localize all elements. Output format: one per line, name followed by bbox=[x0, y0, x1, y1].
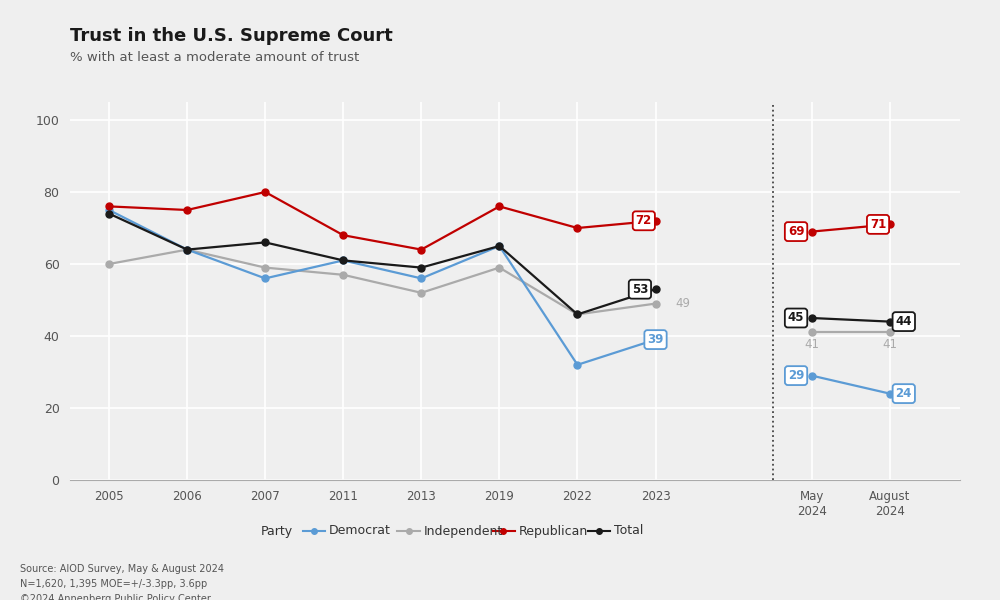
Text: % with at least a moderate amount of trust: % with at least a moderate amount of tru… bbox=[70, 51, 359, 64]
Text: 69: 69 bbox=[788, 225, 804, 238]
Text: 24: 24 bbox=[896, 387, 912, 400]
Text: Source: AIOD Survey, May & August 2024
N=1,620, 1,395 MOE=+/-3.3pp, 3.6pp
©2024 : Source: AIOD Survey, May & August 2024 N… bbox=[20, 564, 224, 600]
Text: Independent: Independent bbox=[424, 524, 503, 538]
Text: 71: 71 bbox=[870, 218, 886, 231]
Text: 29: 29 bbox=[788, 369, 804, 382]
Text: 44: 44 bbox=[896, 315, 912, 328]
Text: 72: 72 bbox=[636, 214, 652, 227]
Text: Total: Total bbox=[614, 524, 643, 538]
Text: Democrat: Democrat bbox=[328, 524, 390, 538]
Text: 53: 53 bbox=[632, 283, 648, 296]
Text: 49: 49 bbox=[675, 297, 690, 310]
Text: 41: 41 bbox=[882, 338, 897, 352]
Text: 45: 45 bbox=[788, 311, 804, 325]
Text: 41: 41 bbox=[804, 338, 819, 352]
Text: 39: 39 bbox=[647, 333, 664, 346]
Text: Republican: Republican bbox=[518, 524, 588, 538]
Text: Trust in the U.S. Supreme Court: Trust in the U.S. Supreme Court bbox=[70, 27, 393, 45]
Text: Party: Party bbox=[260, 524, 292, 538]
